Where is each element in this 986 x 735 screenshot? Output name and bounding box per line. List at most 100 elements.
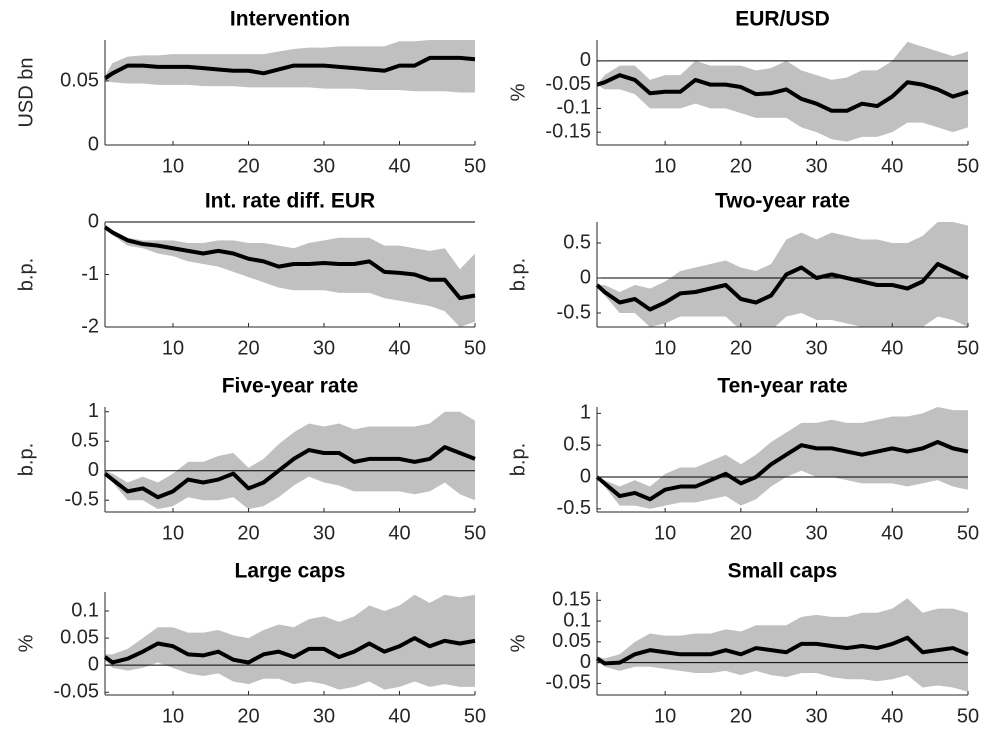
y-tick-label: -0.05 xyxy=(545,73,591,95)
y-tick-label: 0.1 xyxy=(71,599,99,621)
x-tick-label: 10 xyxy=(162,337,184,359)
x-tick-label: 20 xyxy=(237,705,259,727)
x-tick-label: 20 xyxy=(730,705,752,727)
x-tick-label: 30 xyxy=(313,705,335,727)
y-tick-label: 0.05 xyxy=(552,630,591,652)
x-tick-label: 50 xyxy=(957,522,979,544)
x-tick-label: 10 xyxy=(654,155,676,177)
x-tick-label: 20 xyxy=(730,337,752,359)
y-axis-label: USD bn xyxy=(15,57,37,127)
y-tick-label: -0.15 xyxy=(545,120,591,142)
y-tick-label: 1 xyxy=(580,402,591,424)
x-tick-label: 30 xyxy=(313,337,335,359)
response-line xyxy=(103,225,476,301)
x-tick-label: 10 xyxy=(162,522,184,544)
x-tick-label: 20 xyxy=(730,155,752,177)
response-line xyxy=(103,55,476,81)
response-line xyxy=(595,262,969,312)
y-tick-label: 0.1 xyxy=(563,609,591,631)
y-axis-label: b.p. xyxy=(15,443,37,476)
x-tick-label: 30 xyxy=(313,155,335,177)
panel: 10 20 30 40 50 -0.05 0 0.05 0.1 Large caps% xyxy=(15,560,486,728)
x-tick-label: 40 xyxy=(388,337,410,359)
panel: 10 20 30 40 50 0 0.05 Intervention USD bn xyxy=(15,8,486,178)
y-tick-label: -0.05 xyxy=(545,672,591,694)
panel-title: Large caps xyxy=(235,560,346,583)
panel: 10 20 30 40 50 -0.5 0 0.5 1 Five-year rate b.p. xyxy=(15,375,486,545)
y-tick-label: 0 xyxy=(88,653,99,675)
y-tick-label: -0.1 xyxy=(557,97,591,119)
x-tick-label: 40 xyxy=(881,522,903,544)
confidence-band xyxy=(105,594,475,690)
y-tick-label: 0.05 xyxy=(60,626,99,648)
x-tick-label: 10 xyxy=(654,705,676,727)
y-tick-label: 0 xyxy=(88,210,99,232)
panel-title: Intervention xyxy=(230,8,350,31)
x-tick-label: 50 xyxy=(464,337,486,359)
panel-title: Two-year rate xyxy=(715,190,850,213)
panel: 10 20 30 40 50 -0.5 0 0.5 Two-year rate b.p. xyxy=(507,190,979,360)
panel: 10 20 30 40 50 -0.15-0.1-0.050 EUR/USD% xyxy=(507,8,979,178)
y-tick-label: 0 xyxy=(580,465,591,487)
y-tick-label: 0 xyxy=(580,651,591,673)
response-line xyxy=(595,440,969,502)
x-tick-label: 20 xyxy=(730,522,752,544)
y-axis-label: % xyxy=(507,83,529,101)
x-tick-label: 50 xyxy=(957,155,979,177)
y-tick-label: 0.5 xyxy=(71,429,99,451)
x-tick-label: 30 xyxy=(805,155,827,177)
y-tick-label: 1 xyxy=(88,400,99,422)
y-tick-label: -1 xyxy=(81,263,99,285)
response-line xyxy=(596,73,969,113)
response-line xyxy=(595,635,969,666)
panel-title: Small caps xyxy=(728,560,838,583)
y-axis-label: b.p. xyxy=(15,258,37,291)
x-tick-label: 30 xyxy=(313,522,335,544)
x-tick-label: 40 xyxy=(388,522,410,544)
y-axis-label: % xyxy=(507,634,529,652)
y-tick-label: 0 xyxy=(88,459,99,481)
y-tick-label: 0.5 xyxy=(563,433,591,455)
confidence-band xyxy=(597,222,968,327)
x-tick-label: 10 xyxy=(654,337,676,359)
x-tick-label: 20 xyxy=(237,155,259,177)
x-tick-label: 50 xyxy=(957,337,979,359)
x-tick-label: 30 xyxy=(805,522,827,544)
y-tick-label: -0.5 xyxy=(557,301,591,323)
panel-title: EUR/USD xyxy=(735,8,830,31)
x-tick-label: 10 xyxy=(162,705,184,727)
x-tick-label: 50 xyxy=(464,705,486,727)
x-tick-label: 30 xyxy=(805,337,827,359)
y-tick-label: 0 xyxy=(580,266,591,288)
x-tick-label: 40 xyxy=(388,155,410,177)
x-tick-label: 10 xyxy=(654,522,676,544)
y-tick-label: -0.5 xyxy=(557,497,591,519)
y-tick-label: 0 xyxy=(580,49,591,71)
confidence-band xyxy=(597,598,968,692)
x-tick-label: 50 xyxy=(464,155,486,177)
x-tick-label: 50 xyxy=(464,522,486,544)
panel-title: Int. rate diff. EUR xyxy=(205,190,375,213)
x-tick-label: 10 xyxy=(162,155,184,177)
panel-title: Ten-year rate xyxy=(717,375,847,398)
response-line xyxy=(103,636,476,665)
x-tick-label: 20 xyxy=(237,337,259,359)
y-tick-label: -0.5 xyxy=(65,488,99,510)
panel: 10 20 30 40 50 -0.5 0 0.5 1 Ten-year rate b.p. xyxy=(507,375,979,545)
x-tick-label: 40 xyxy=(881,155,903,177)
x-tick-label: 40 xyxy=(388,705,410,727)
x-tick-label: 50 xyxy=(957,705,979,727)
confidence-band xyxy=(105,224,475,327)
x-tick-label: 40 xyxy=(881,337,903,359)
panel-title: Five-year rate xyxy=(222,375,359,398)
y-tick-label: 0.5 xyxy=(563,231,591,253)
y-tick-label: 0 xyxy=(88,133,99,155)
y-tick-label: -2 xyxy=(81,315,99,337)
x-tick-label: 40 xyxy=(881,705,903,727)
y-tick-label: 0.15 xyxy=(552,589,591,611)
panel: 10 20 30 40 50 -2 -1 0 Int. rate diff. EUR b.p. xyxy=(15,190,486,360)
y-axis-label: b.p. xyxy=(507,258,529,291)
y-tick-label: -0.05 xyxy=(53,681,99,703)
